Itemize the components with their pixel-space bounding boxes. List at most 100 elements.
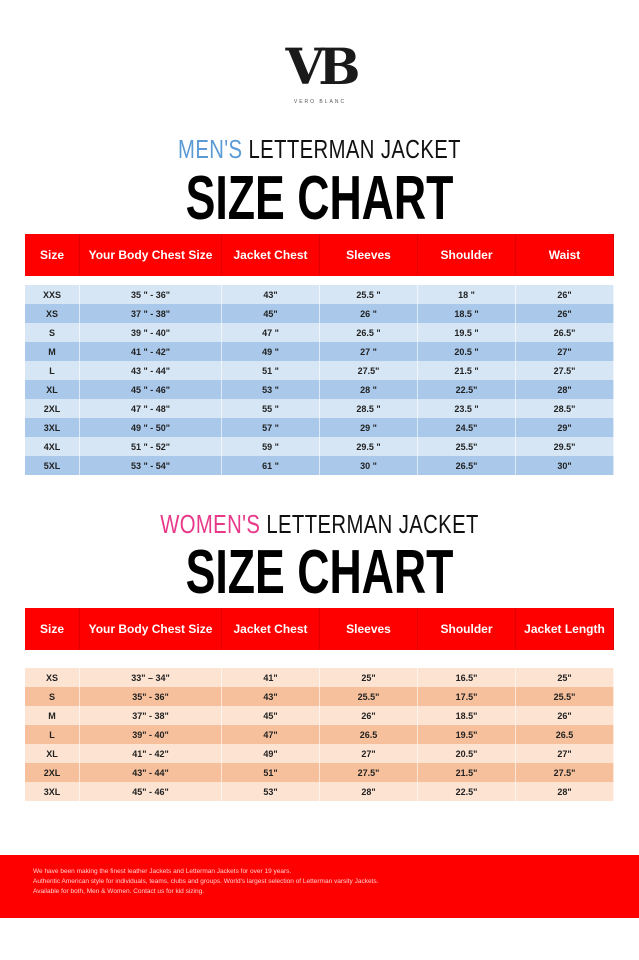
table-cell: 43 " - 44" [80, 361, 222, 380]
table-cell: L [25, 725, 80, 744]
table-cell: 26.5 [516, 725, 614, 744]
women-table-header: Size Your Body Chest Size Jacket Chest Slee… [25, 608, 614, 650]
table-row: 3XL 45" - 46" 53" 28" 22.5" 28" [25, 782, 614, 801]
table-cell: 22.5" [418, 380, 516, 399]
table-cell: 51 " [222, 361, 320, 380]
table-cell: 39 " - 40" [80, 323, 222, 342]
table-row: S 35" - 36" 43" 25.5" 17.5" 25.5" [25, 687, 614, 706]
table-cell: 28" [320, 782, 418, 801]
table-row: L 39" - 40" 47" 26.5 19.5" 26.5 [25, 725, 614, 744]
table-cell: XS [25, 668, 80, 687]
table-cell: 25.5 " [320, 285, 418, 304]
table-cell: 47 " [222, 323, 320, 342]
table-cell: 3XL [25, 418, 80, 437]
table-cell: 26.5" [418, 456, 516, 475]
women-subtitle: WOMEN'S LETTERMAN JACKET [70, 509, 568, 540]
table-cell: 45" [222, 706, 320, 725]
men-subtitle: MEN'S LETTERMAN JACKET [70, 134, 568, 165]
table-cell: 29.5" [516, 437, 614, 456]
table-cell: 30 " [320, 456, 418, 475]
table-cell: 39" - 40" [80, 725, 222, 744]
table-cell: 49" [222, 744, 320, 763]
table-cell: 41" [222, 668, 320, 687]
table-cell: 3XL [25, 782, 80, 801]
table-cell: XS [25, 304, 80, 323]
table-cell: 49 " - 50" [80, 418, 222, 437]
table-cell: 18.5" [418, 706, 516, 725]
table-cell: 59 " [222, 437, 320, 456]
column-header: Your Body Chest Size [80, 234, 222, 276]
table-cell: 27.5" [516, 763, 614, 782]
men-size-table: XXS 35 " - 36" 43" 25.5 " 18 " 26" XS 37 " - 38… [25, 285, 614, 475]
men-title: LETTERMAN JACKET [248, 134, 461, 164]
table-row: M 37" - 38" 45" 26" 18.5" 26" [25, 706, 614, 725]
table-cell: 27.5" [320, 763, 418, 782]
table-row: XL 41" - 42" 49" 27" 20.5" 27" [25, 744, 614, 763]
table-cell: 5XL [25, 456, 80, 475]
column-header: Your Body Chest Size [80, 608, 222, 650]
table-cell: 26" [516, 285, 614, 304]
footer-line: We have been making the finest leather J… [33, 868, 292, 875]
table-cell: 45" [222, 304, 320, 323]
table-cell: 43" [222, 687, 320, 706]
table-cell: 61 " [222, 456, 320, 475]
table-cell: 29.5 " [320, 437, 418, 456]
footer-banner: We have been making the finest leather J… [0, 855, 639, 918]
table-cell: 45" - 46" [80, 782, 222, 801]
table-row: XXS 35 " - 36" 43" 25.5 " 18 " 26" [25, 285, 614, 304]
table-cell: 29 " [320, 418, 418, 437]
table-cell: 21.5" [418, 763, 516, 782]
table-cell: 55 " [222, 399, 320, 418]
table-cell: 29" [516, 418, 614, 437]
table-row: 2XL 47 " - 48" 55 " 28.5 " 23.5 " 28.5" [25, 399, 614, 418]
table-cell: 26.5" [516, 323, 614, 342]
footer-line: Available for both, Men & Women. Contact… [33, 888, 205, 895]
table-cell: 19.5" [418, 725, 516, 744]
table-cell: 19.5 " [418, 323, 516, 342]
brand-logo: VB VERO BLANC [270, 40, 370, 112]
table-cell: 26.5 " [320, 323, 418, 342]
table-cell: 43" - 44" [80, 763, 222, 782]
table-cell: XL [25, 380, 80, 399]
column-header: Jacket Chest [222, 608, 320, 650]
table-cell: 43" [222, 285, 320, 304]
table-cell: 18 " [418, 285, 516, 304]
column-header: Waist [516, 234, 614, 276]
table-row: L 43 " - 44" 51 " 27.5" 21.5 " 27.5" [25, 361, 614, 380]
table-cell: 20.5" [418, 744, 516, 763]
table-cell: 27.5" [516, 361, 614, 380]
table-cell: 28.5 " [320, 399, 418, 418]
table-cell: XXS [25, 285, 80, 304]
column-header: Sleeves [320, 608, 418, 650]
table-cell: 24.5" [418, 418, 516, 437]
table-row: 5XL 53 " - 54" 61 " 30 " 26.5" 30" [25, 456, 614, 475]
table-cell: 20.5 " [418, 342, 516, 361]
men-heading: SIZE CHART [185, 164, 454, 233]
table-cell: 37 " - 38" [80, 304, 222, 323]
table-cell: 28 " [320, 380, 418, 399]
table-row: M 41 " - 42" 49 " 27 " 20.5 " 27" [25, 342, 614, 361]
women-prefix: WOMEN'S [160, 509, 261, 539]
table-cell: 45 " - 46" [80, 380, 222, 399]
table-cell: 53 " [222, 380, 320, 399]
column-header: Jacket Length [516, 608, 614, 650]
table-cell: 26" [320, 706, 418, 725]
table-cell: 57 " [222, 418, 320, 437]
table-row: XL 45 " - 46" 53 " 28 " 22.5" 28" [25, 380, 614, 399]
column-header: Size [25, 234, 80, 276]
table-row: S 39 " - 40" 47 " 26.5 " 19.5 " 26.5" [25, 323, 614, 342]
table-cell: 49 " [222, 342, 320, 361]
table-cell: 25" [320, 668, 418, 687]
table-cell: 28" [516, 380, 614, 399]
table-cell: 27" [320, 744, 418, 763]
women-size-table: XS 33" – 34" 41" 25" 16.5" 25" S 35" - 36" 43" 25… [25, 668, 614, 801]
table-cell: 41 " - 42" [80, 342, 222, 361]
table-cell: 27 " [320, 342, 418, 361]
table-cell: 4XL [25, 437, 80, 456]
table-cell: 30" [516, 456, 614, 475]
table-cell: 25" [516, 668, 614, 687]
table-cell: 21.5 " [418, 361, 516, 380]
table-cell: M [25, 342, 80, 361]
table-cell: S [25, 687, 80, 706]
table-cell: 28.5" [516, 399, 614, 418]
